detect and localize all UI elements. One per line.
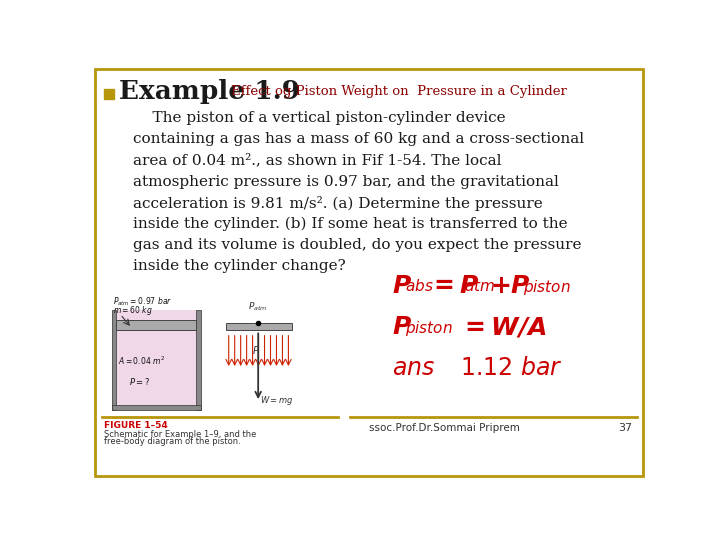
Text: $W=mg$: $W=mg$ [261, 394, 294, 407]
Text: $P$: $P$ [252, 343, 260, 356]
Bar [117, 320, 196, 330]
Text: $\mathit{ans}$: $\mathit{ans}$ [392, 356, 436, 380]
Text: free-body diagram of the piston.: free-body diagram of the piston. [104, 437, 240, 447]
Text: $\mathit{piston}$: $\mathit{piston}$ [405, 319, 452, 338]
Bar [112, 309, 201, 410]
Text: inside the cylinder. (b) If some heat is transferred to the: inside the cylinder. (b) If some heat is… [132, 217, 567, 231]
Text: $\mathit{abs}$: $\mathit{abs}$ [405, 278, 433, 294]
Text: 37: 37 [618, 423, 632, 433]
Text: $P_{atm}=0.97\ bar$: $P_{atm}=0.97\ bar$ [113, 295, 173, 308]
Text: The piston of a vertical piston-cylinder device: The piston of a vertical piston-cylinder… [132, 111, 505, 125]
Bar [104, 89, 114, 99]
Bar [225, 323, 292, 330]
Text: $P_{atm}$: $P_{atm}$ [248, 300, 268, 313]
Text: Example 1.9: Example 1.9 [120, 79, 300, 104]
Text: $P=?$: $P=?$ [129, 376, 150, 387]
Text: $\bfit{=  W/A}$: $\bfit{= W/A}$ [461, 315, 547, 339]
Text: $\bfit{P}$: $\bfit{P}$ [392, 274, 413, 298]
Text: inside the cylinder change?: inside the cylinder change? [132, 259, 346, 273]
Bar [112, 405, 201, 410]
Text: $A=0.04\ m^2$: $A=0.04\ m^2$ [118, 355, 165, 367]
Text: $m=60\ kg$: $m=60\ kg$ [113, 305, 153, 318]
Text: Effect og Piston Weight on  Pressure in a Cylinder: Effect og Piston Weight on Pressure in a… [231, 85, 567, 98]
Text: area of 0.04 m²., as shown in Fif 1-54. The local: area of 0.04 m²., as shown in Fif 1-54. … [132, 153, 501, 167]
Text: gas and its volume is doubled, do you expect the pressure: gas and its volume is doubled, do you ex… [132, 238, 581, 252]
Bar [112, 309, 117, 410]
Text: ssoc.Prof.Dr.Sommai Priprem: ssoc.Prof.Dr.Sommai Priprem [369, 423, 520, 433]
Text: acceleration is 9.81 m/s². (a) Determine the pressure: acceleration is 9.81 m/s². (a) Determine… [132, 195, 542, 211]
Text: Schematic for Example 1–9, and the: Schematic for Example 1–9, and the [104, 430, 256, 439]
Bar [196, 309, 201, 410]
Text: $\mathit{1.12\ bar}$: $\mathit{1.12\ bar}$ [461, 356, 563, 380]
Text: $\mathit{piston}$: $\mathit{piston}$ [523, 278, 571, 297]
Text: $\bfit{+ P}$: $\bfit{+ P}$ [490, 274, 531, 298]
Text: atmospheric pressure is 0.97 bar, and the gravitational: atmospheric pressure is 0.97 bar, and th… [132, 174, 559, 188]
Text: $\bfit{P}$: $\bfit{P}$ [392, 315, 413, 339]
Text: $\bfit{= P}$: $\bfit{= P}$ [429, 274, 480, 298]
Text: $\mathit{atm}$: $\mathit{atm}$ [464, 278, 495, 294]
Text: FIGURE 1–54: FIGURE 1–54 [104, 421, 168, 429]
Text: containing a gas has a mass of 60 kg and a cross-sectional: containing a gas has a mass of 60 kg and… [132, 132, 584, 146]
